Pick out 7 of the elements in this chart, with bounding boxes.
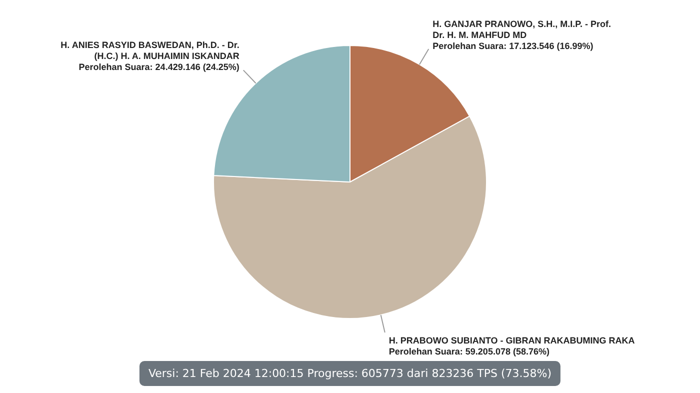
- slice-label: H. GANJAR PRANOWO, S.H., M.I.P. - Prof. Dr. H. M. MAHFUD MD: [432, 18, 611, 40]
- slice-label: H. PRABOWO SUBIANTO - GIBRAN RAKABUMING RAKA: [388, 335, 636, 346]
- data-label: Perolehan Suara: 17.123.546 (16.99%): [432, 40, 594, 51]
- data-label: Perolehan Suara: 59.205.078 (58.76%): [388, 346, 550, 356]
- data-label: Perolehan Suara: 24.429.146 (24.25%): [78, 62, 240, 72]
- text: Versi: 21 Feb 2024 12:00:15 Progress: 605773 dari 823236 TPS (73.58%): [148, 367, 552, 380]
- slice-label: H. ANIES RASYID BASWEDAN, Ph.D. - Dr. (H.C.) H. A. MUHAIMIN ISKANDAR: [60, 40, 240, 62]
